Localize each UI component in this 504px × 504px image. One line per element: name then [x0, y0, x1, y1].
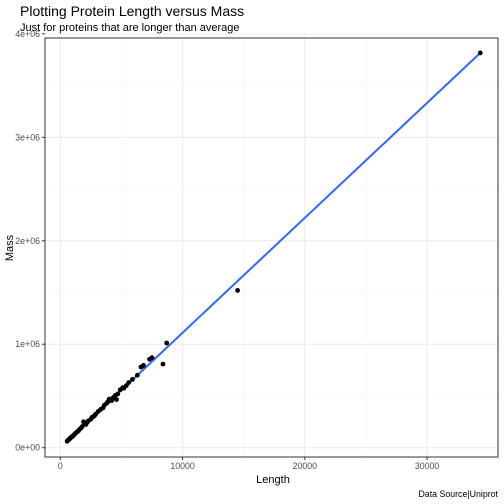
- y-tick-label: 2e+06: [15, 236, 40, 246]
- y-tick-label: 3e+06: [15, 132, 40, 142]
- minor-gridlines: [45, 38, 498, 457]
- y-tick-label: 1e+06: [15, 339, 40, 349]
- data-point: [105, 399, 111, 405]
- plot-panel: [44, 33, 499, 458]
- major-gridlines: [45, 33, 498, 457]
- data-point: [164, 340, 170, 346]
- data-point: [147, 356, 152, 362]
- data-point: [90, 414, 96, 420]
- y-axis-title: Mass: [4, 234, 16, 261]
- chart-subtitle: Just for proteins that are longer than a…: [20, 22, 240, 34]
- x-tick-label: 30000: [415, 461, 440, 471]
- chart-title: Plotting Protein Length versus Mass: [20, 3, 244, 19]
- data-point: [134, 372, 140, 378]
- data-points: [64, 50, 483, 444]
- data-point: [121, 385, 127, 391]
- data-point: [117, 387, 123, 393]
- data-point: [111, 394, 117, 400]
- data-point: [235, 288, 240, 293]
- x-axis-title: Length: [256, 474, 290, 486]
- x-tick-label: 0: [58, 461, 63, 471]
- x-tick-label: 20000: [293, 461, 318, 471]
- data-point: [138, 364, 144, 370]
- chart-caption: Data Source|Uniprot: [418, 489, 498, 499]
- y-tick-label: 4e+06: [15, 29, 40, 39]
- data-point: [64, 438, 70, 444]
- panel-border: [44, 37, 499, 458]
- y-tick-label: 0e+00: [15, 443, 40, 453]
- x-tick-label: 10000: [170, 461, 195, 471]
- data-point: [83, 422, 89, 427]
- data-point: [160, 361, 166, 367]
- y-axis: 0e+00 1e+06 2e+06 3e+06 4e+06: [15, 29, 45, 453]
- data-point: [477, 50, 483, 56]
- data-point: [130, 377, 135, 382]
- x-axis: 0 10000 20000 30000: [58, 457, 440, 471]
